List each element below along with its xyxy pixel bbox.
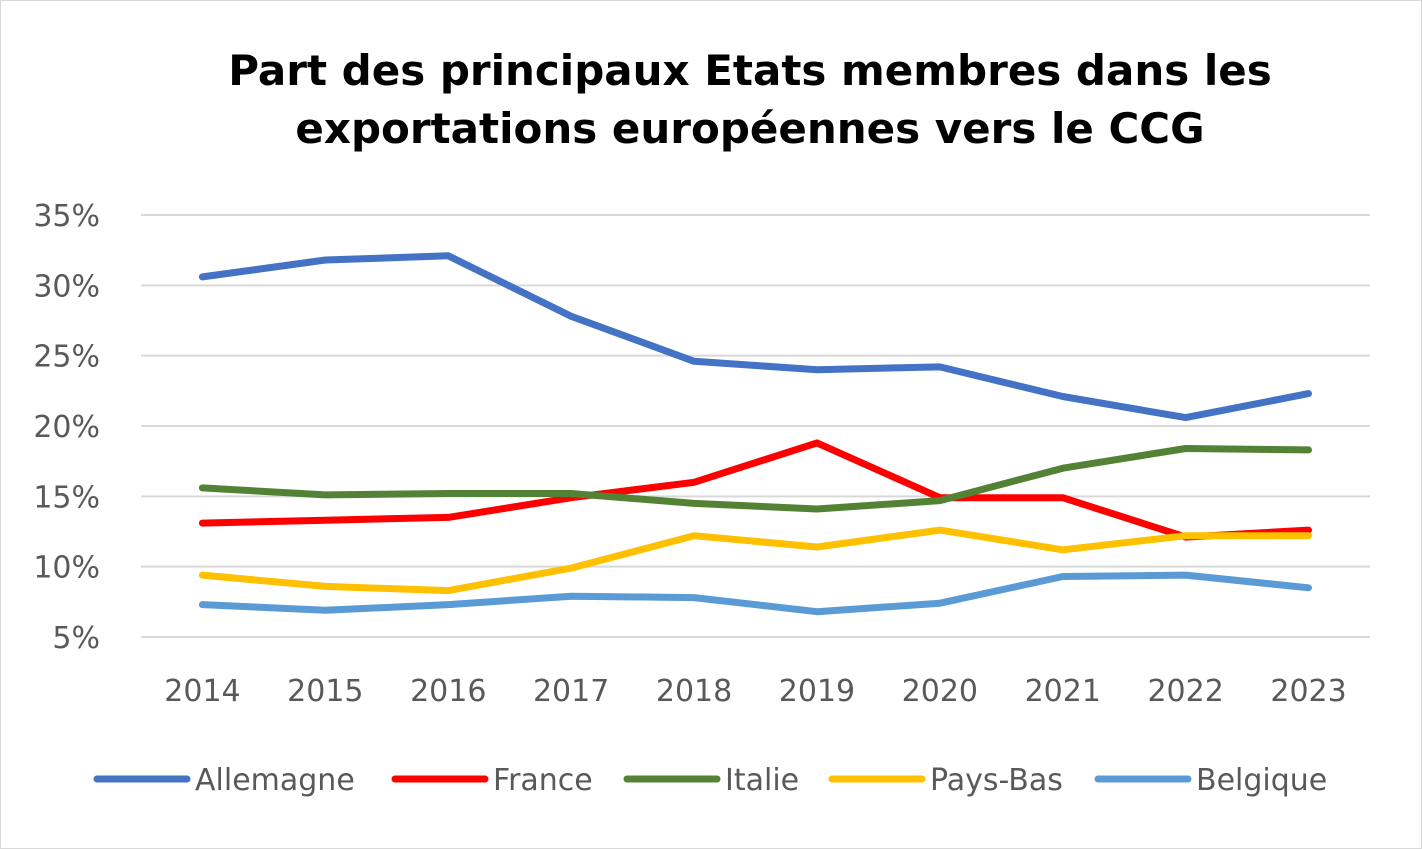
x-tick-label: 2016 <box>410 674 486 709</box>
legend-label: Belgique <box>1196 763 1327 798</box>
legend-item-france: France <box>391 763 593 798</box>
legend-item-pays-bas: Pays-Bas <box>828 763 1063 798</box>
chart-title-line-1: Part des principaux Etats membres dans l… <box>228 46 1272 95</box>
series-line-italie <box>198 445 1312 513</box>
y-axis-ticks: 5% 10% 15% 20% 25% 30% 35% <box>33 199 100 656</box>
series-lines <box>198 252 1312 616</box>
chart-title-line-2: exportations européennes vers le CCG <box>295 104 1205 153</box>
legend-label: Pays-Bas <box>930 763 1063 798</box>
legend-item-italie: Italie <box>623 763 799 798</box>
y-tick-label: 15% <box>33 480 100 515</box>
y-tick-label: 35% <box>33 199 100 234</box>
x-tick-label: 2023 <box>1270 674 1346 709</box>
series-line-allemagne <box>198 252 1312 422</box>
legend-label: Italie <box>725 763 799 798</box>
x-tick-label: 2019 <box>779 674 855 709</box>
legend-item-belgique: Belgique <box>1094 763 1327 798</box>
chart-title: Part des principaux Etats membres dans l… <box>0 42 1422 158</box>
series-line-france <box>198 439 1312 541</box>
x-axis-ticks: 2014 2015 2016 2017 2018 2019 2020 2021 2022 2023 <box>164 674 1346 709</box>
series-line-belgique <box>198 571 1312 616</box>
x-tick-label: 2022 <box>1147 674 1223 709</box>
y-tick-label: 10% <box>33 551 100 586</box>
legend-label: France <box>493 763 593 798</box>
x-tick-label: 2017 <box>533 674 609 709</box>
y-tick-label: 5% <box>52 621 100 656</box>
legend-item-allemagne: Allemagne <box>93 763 355 798</box>
legend: Allemagne France Italie Pays-Bas Belgique <box>93 763 1327 798</box>
y-tick-label: 25% <box>33 340 100 375</box>
legend-label: Allemagne <box>195 763 355 798</box>
y-tick-label: 30% <box>33 269 100 304</box>
series-line-pays-bas <box>198 526 1312 595</box>
x-tick-label: 2014 <box>164 674 240 709</box>
x-tick-label: 2018 <box>656 674 732 709</box>
y-tick-label: 20% <box>33 410 100 445</box>
x-tick-label: 2020 <box>902 674 978 709</box>
x-tick-label: 2021 <box>1025 674 1101 709</box>
x-tick-label: 2015 <box>287 674 363 709</box>
